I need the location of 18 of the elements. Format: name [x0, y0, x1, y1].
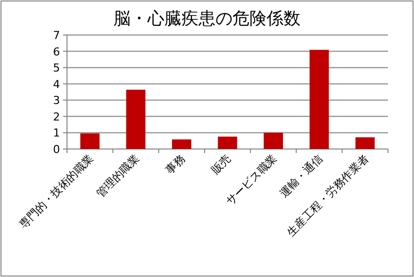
x-tick-label: 事務 — [163, 152, 188, 177]
bar — [126, 90, 146, 149]
y-tick-label: 7 — [53, 29, 60, 42]
x-tick-label: 管理的職業 — [94, 152, 142, 200]
y-tick-label: 4 — [53, 78, 60, 91]
bar — [218, 136, 238, 149]
y-tick-label: 2 — [53, 110, 60, 124]
bar — [310, 50, 329, 149]
bar — [80, 133, 100, 149]
chart-title: 脳・心臓疾患の危険係数 — [114, 9, 300, 29]
bar — [264, 132, 283, 149]
bar — [172, 139, 192, 149]
bar — [355, 137, 375, 149]
y-tick-label: 5 — [53, 62, 60, 75]
y-tick-label: 1 — [53, 126, 60, 140]
y-tick-label: 6 — [53, 45, 60, 58]
x-tick-label: 販売 — [208, 152, 234, 177]
y-tick-label: 3 — [53, 94, 60, 108]
